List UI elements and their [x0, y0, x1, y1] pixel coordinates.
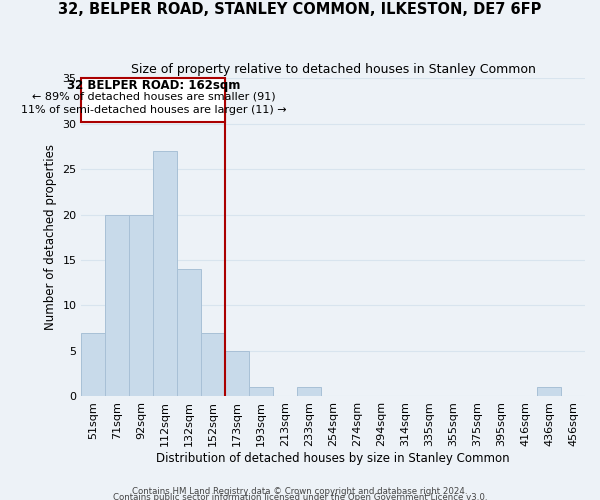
Bar — [82, 78, 225, 122]
Bar — [106, 214, 130, 396]
Bar — [154, 151, 178, 396]
Text: ← 89% of detached houses are smaller (91): ← 89% of detached houses are smaller (91… — [32, 92, 275, 102]
Text: 11% of semi-detached houses are larger (11) →: 11% of semi-detached houses are larger (… — [20, 105, 286, 115]
Bar — [249, 388, 273, 396]
Y-axis label: Number of detached properties: Number of detached properties — [44, 144, 57, 330]
Bar — [82, 333, 106, 396]
Bar — [225, 351, 249, 397]
Bar — [537, 388, 561, 396]
Text: 32 BELPER ROAD: 162sqm: 32 BELPER ROAD: 162sqm — [67, 79, 240, 92]
Bar — [201, 333, 225, 396]
Bar — [178, 269, 201, 396]
Text: Contains HM Land Registry data © Crown copyright and database right 2024.: Contains HM Land Registry data © Crown c… — [132, 487, 468, 496]
Bar — [297, 388, 321, 396]
Text: 32, BELPER ROAD, STANLEY COMMON, ILKESTON, DE7 6FP: 32, BELPER ROAD, STANLEY COMMON, ILKESTO… — [58, 2, 542, 18]
Bar — [130, 214, 154, 396]
X-axis label: Distribution of detached houses by size in Stanley Common: Distribution of detached houses by size … — [157, 452, 510, 465]
Text: Contains public sector information licensed under the Open Government Licence v3: Contains public sector information licen… — [113, 492, 487, 500]
Title: Size of property relative to detached houses in Stanley Common: Size of property relative to detached ho… — [131, 62, 536, 76]
